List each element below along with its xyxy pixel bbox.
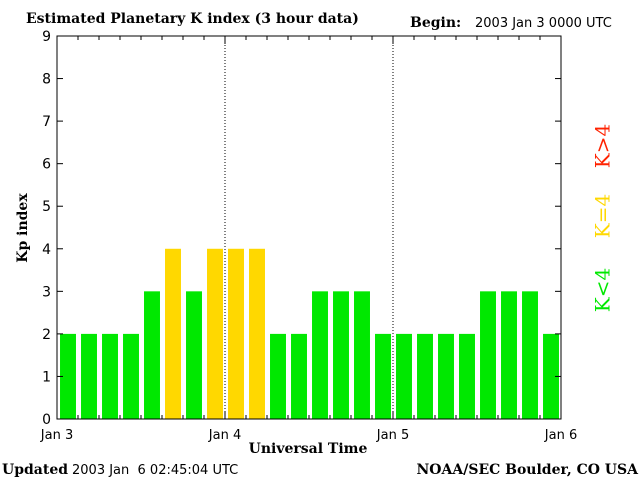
source-credit: NOAA/SEC Boulder, CO USA [417,462,640,478]
kp-bar [291,333,307,419]
legend-label: K>4 [591,124,615,168]
kp-bar [165,248,181,419]
kp-bar [270,333,286,419]
updated-label: Updated [2,462,68,478]
kp-bar [522,291,538,419]
kp-bar [354,291,370,419]
kp-bar [249,248,265,419]
x-axis-label: Universal Time [249,441,368,457]
y-tick-label: 8 [42,72,51,88]
y-tick-label: 0 [42,412,51,428]
y-tick-label: 6 [42,157,51,173]
x-axis-ticks: Jan 3 Jan 4 Jan 5 Jan 6 [40,36,577,443]
legend-label: K<4 [591,268,615,312]
y-tick-label: 4 [42,242,51,258]
y-tick-label: 5 [42,199,51,215]
kp-bar [228,248,244,419]
y-tick-label: 2 [42,327,51,343]
kp-bar [60,333,76,419]
kp-bar [333,291,349,419]
kp-bar [144,291,160,419]
x-tick-label: Jan 4 [208,428,241,443]
begin-value: 2003 Jan 3 0000 UTC [475,16,612,31]
bar-group [60,248,559,419]
kp-bar [501,291,517,419]
begin-label: Begin: [410,15,461,31]
day-gridlines [224,36,394,419]
chart-title: Estimated Planetary K index (3 hour data… [26,11,359,27]
kp-bar [375,333,391,419]
kp-bar [417,333,433,419]
kp-bar [480,291,496,419]
kp-bar [186,291,202,419]
y-tick-label: 7 [42,114,51,130]
x-tick-label: Jan 6 [544,428,577,443]
kp-bar [312,291,328,419]
y-tick-label: 1 [42,369,51,385]
kp-bar [102,333,118,419]
y-axis-ticks: 0 1 2 3 4 5 6 7 8 9 [42,29,561,428]
kp-bar [396,333,412,419]
kp-bar [81,333,97,419]
y-tick-label: 3 [42,284,51,300]
kp-bar [459,333,475,419]
kp-bar [438,333,454,419]
x-tick-label: Jan 5 [376,428,409,443]
x-tick-label: Jan 3 [40,428,73,443]
legend-label: K=4 [591,194,615,238]
y-tick-label: 9 [42,29,51,45]
kp-bar [123,333,139,419]
updated-value: 2003 Jan 6 02:45:04 UTC [72,463,238,478]
y-axis-label: Kp index [15,193,31,263]
kp-bar [543,333,559,419]
kp-bar [207,248,223,419]
legend: K<4 K=4 K>4 [591,124,615,312]
